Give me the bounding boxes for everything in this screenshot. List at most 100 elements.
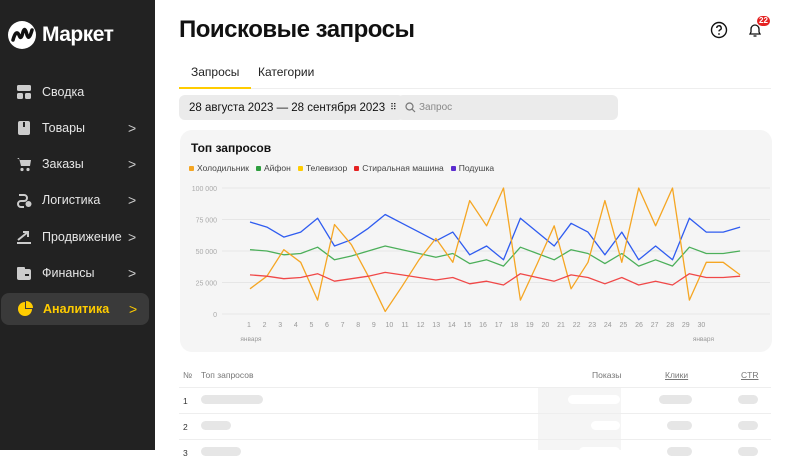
legend-item[interactable]: Подушка xyxy=(451,163,494,173)
legend-label: Стиральная машина xyxy=(362,163,444,173)
skeleton-clicks xyxy=(659,395,692,404)
legend-item[interactable]: Айфон xyxy=(256,163,291,173)
x-tick-sublabel: января xyxy=(693,336,715,343)
skeleton-ctr xyxy=(738,395,758,404)
logo[interactable]: Маркет xyxy=(8,21,113,49)
x-tick-label: 17 xyxy=(495,322,503,329)
x-tick-label: 27 xyxy=(651,322,659,329)
x-tick-label: 21 xyxy=(557,322,565,329)
market-logo-icon xyxy=(8,21,36,49)
chevron-right-icon: > xyxy=(128,192,136,208)
x-tick-label: 28 xyxy=(666,322,674,329)
col-shows[interactable]: Показы xyxy=(592,370,621,380)
y-tick-label: 50 000 xyxy=(196,249,218,256)
x-tick-label: 4 xyxy=(294,322,298,329)
legend-item[interactable]: Телевизор xyxy=(298,163,347,173)
x-tick-label: 26 xyxy=(635,322,643,329)
tab-queries[interactable]: Запросы xyxy=(191,65,239,79)
col-clicks[interactable]: Клики xyxy=(665,370,688,380)
skeleton-shows xyxy=(591,421,620,430)
sidebar-item-3[interactable]: Логистика > xyxy=(0,184,149,216)
series-line-0 xyxy=(250,215,740,260)
skeleton-shows xyxy=(568,395,620,404)
legend-item[interactable]: Стиральная машина xyxy=(354,163,444,173)
trend-up-icon xyxy=(16,229,32,245)
x-tick-label: 1 xyxy=(247,322,251,329)
col-ctr[interactable]: CTR xyxy=(741,370,758,380)
sidebar-item-label: Логистика xyxy=(42,193,100,207)
notification-badge: 22 xyxy=(757,16,770,26)
cart-icon xyxy=(16,156,32,172)
x-tick-label: 7 xyxy=(341,322,345,329)
sidebar-item-label: Финансы xyxy=(42,266,94,280)
chevron-right-icon: > xyxy=(128,156,136,172)
col-num: № xyxy=(183,370,192,380)
x-tick-label: 10 xyxy=(386,322,394,329)
sidebar-item-1[interactable]: Товары > xyxy=(0,112,149,144)
question-icon[interactable] xyxy=(710,21,728,39)
calendar-icon: ⠿ xyxy=(390,102,396,113)
date-range-picker[interactable]: 28 августа 2023 — 28 сентября 2023 ⠿ xyxy=(179,95,404,120)
skeleton-clicks xyxy=(667,447,692,456)
sidebar-item-label: Сводка xyxy=(42,85,84,99)
sidebar-item-label: Продвижение xyxy=(42,230,122,244)
x-tick-label: 23 xyxy=(588,322,596,329)
x-tick-label: 13 xyxy=(432,322,440,329)
page-title: Поисковые запросы xyxy=(179,16,414,44)
legend-label: Телевизор xyxy=(306,163,347,173)
x-tick-label: 14 xyxy=(448,322,456,329)
x-tick-label: 6 xyxy=(325,322,329,329)
divider xyxy=(179,413,771,414)
chevron-right-icon: > xyxy=(128,120,136,136)
x-tick-label: 5 xyxy=(309,322,313,329)
y-tick-label: 75 000 xyxy=(196,218,218,225)
x-tick-label: 24 xyxy=(604,322,612,329)
x-tick-label: 9 xyxy=(372,322,376,329)
sidebar-item-5[interactable]: Финансы > xyxy=(0,257,149,289)
x-tick-label: 19 xyxy=(526,322,534,329)
skeleton-ctr xyxy=(738,447,758,456)
skeleton-query xyxy=(201,447,241,456)
chart-title: Топ запросов xyxy=(191,141,271,155)
legend-swatch xyxy=(451,166,456,171)
sidebar-item-4[interactable]: Продвижение > xyxy=(0,221,149,253)
sidebar-item-2[interactable]: Заказы > xyxy=(0,148,149,180)
x-tick-label: 22 xyxy=(573,322,581,329)
skeleton-query xyxy=(201,395,263,404)
y-tick-label: 0 xyxy=(213,312,217,319)
sidebar-item-0[interactable]: Сводка xyxy=(0,76,149,108)
chart-legend: Холодильник Айфон Телевизор Стиральная маши… xyxy=(189,163,494,173)
x-tick-label: 12 xyxy=(417,322,425,329)
legend-item[interactable]: Холодильник xyxy=(189,163,249,173)
x-tick-label: 2 xyxy=(263,322,267,329)
row-number: 1 xyxy=(183,396,188,406)
legend-label: Холодильник xyxy=(197,163,249,173)
divider xyxy=(179,387,771,388)
wallet-icon xyxy=(16,265,32,281)
skeleton-ctr xyxy=(738,421,758,430)
x-tick-label: 3 xyxy=(278,322,282,329)
sidebar-item-6[interactable]: Аналитика> xyxy=(1,293,149,325)
sidebar-item-label: Заказы xyxy=(42,157,84,171)
search-input[interactable]: Запрос xyxy=(397,95,618,120)
chevron-right-icon: > xyxy=(128,265,136,281)
x-tick-label: 8 xyxy=(356,322,360,329)
date-range-value: 28 августа 2023 — 28 сентября 2023 xyxy=(189,102,385,114)
skeleton-query xyxy=(201,421,231,430)
y-tick-label: 25 000 xyxy=(196,281,218,288)
route-icon xyxy=(16,192,32,208)
legend-swatch xyxy=(298,166,303,171)
pie-chart-icon xyxy=(17,301,33,317)
x-tick-label: 11 xyxy=(401,322,408,329)
x-tick-label: 20 xyxy=(542,322,550,329)
tabs: Запросы Категории xyxy=(179,62,771,89)
x-tick-label: 25 xyxy=(620,322,628,329)
box-icon xyxy=(16,120,32,136)
logo-text: Маркет xyxy=(42,23,113,47)
chevron-right-icon: > xyxy=(128,229,136,245)
dashboard-icon xyxy=(16,84,32,100)
legend-label: Подушка xyxy=(459,163,494,173)
sidebar-item-label: Товары xyxy=(42,121,85,135)
tab-categories[interactable]: Категории xyxy=(258,65,314,79)
